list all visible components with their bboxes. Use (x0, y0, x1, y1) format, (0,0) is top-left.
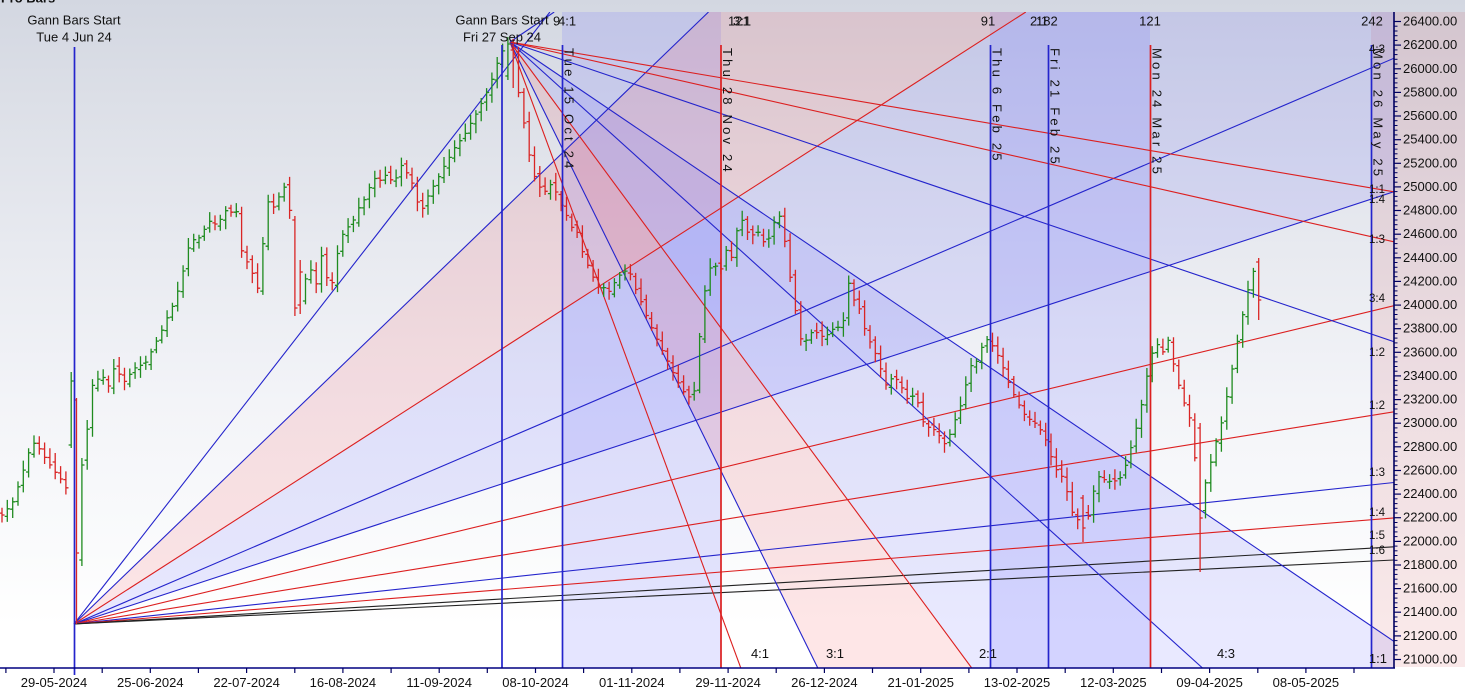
svg-text:24000.00: 24000.00 (1403, 297, 1457, 312)
svg-text:26200.00: 26200.00 (1403, 37, 1457, 52)
svg-text:22800.00: 22800.00 (1403, 439, 1457, 454)
svg-text:121: 121 (1139, 14, 1161, 29)
svg-text:26-12-2024: 26-12-2024 (791, 675, 858, 690)
svg-text:Fri 21 Feb 25: Fri 21 Feb 25 (1048, 48, 1063, 167)
svg-text:22000.00: 22000.00 (1403, 533, 1457, 548)
svg-text:29-05-2024: 29-05-2024 (21, 675, 88, 690)
svg-text:1:4: 1:4 (1369, 507, 1386, 519)
svg-text:Mon 26 May 25: Mon 26 May 25 (1371, 48, 1386, 179)
svg-text:21200.00: 21200.00 (1403, 628, 1457, 643)
svg-text:25800.00: 25800.00 (1403, 84, 1457, 99)
svg-text:1:6: 1:6 (1369, 545, 1385, 557)
svg-text:24600.00: 24600.00 (1403, 226, 1457, 241)
svg-text:4:3: 4:3 (1369, 44, 1385, 56)
svg-text:242: 242 (1361, 14, 1383, 29)
svg-text:24200.00: 24200.00 (1403, 273, 1457, 288)
svg-text:22600.00: 22600.00 (1403, 463, 1457, 478)
svg-text:08-05-2025: 08-05-2025 (1273, 675, 1340, 690)
svg-text:2:1: 2:1 (1030, 14, 1048, 29)
svg-text:16-08-2024: 16-08-2024 (310, 675, 377, 690)
svg-text:01-11-2024: 01-11-2024 (599, 675, 665, 690)
svg-text:29-11-2024: 29-11-2024 (695, 675, 761, 690)
svg-text:Gann Bars Start: Gann Bars Start (27, 13, 121, 28)
svg-text:4:3: 4:3 (1217, 646, 1235, 661)
svg-text:121: 121 (728, 14, 750, 29)
svg-text:26400.00: 26400.00 (1403, 14, 1457, 29)
svg-text:21400.00: 21400.00 (1403, 604, 1457, 619)
svg-text:9: 9 (553, 14, 560, 29)
svg-text:25200.00: 25200.00 (1403, 155, 1457, 170)
svg-text:25400.00: 25400.00 (1403, 132, 1457, 147)
svg-text:1:1: 1:1 (1369, 651, 1387, 666)
svg-text:1:1: 1:1 (1369, 184, 1385, 196)
svg-text:Mon 24 Mar 25: Mon 24 Mar 25 (1150, 48, 1165, 177)
svg-text:Thu 28 Nov 24: Thu 28 Nov 24 (720, 48, 735, 175)
svg-text:3:4: 3:4 (1369, 293, 1386, 305)
svg-text:1:3: 1:3 (1369, 234, 1385, 246)
svg-text:2:1: 2:1 (979, 646, 997, 661)
svg-text:3:1: 3:1 (826, 646, 844, 661)
svg-text:24800.00: 24800.00 (1403, 203, 1457, 218)
svg-text:Tue 4 Jun 24: Tue 4 Jun 24 (36, 30, 111, 45)
svg-text:23800.00: 23800.00 (1403, 321, 1457, 336)
svg-text:23400.00: 23400.00 (1403, 368, 1457, 383)
svg-text:21000.00: 21000.00 (1403, 652, 1457, 667)
svg-text:24400.00: 24400.00 (1403, 250, 1457, 265)
svg-text:1:5: 1:5 (1369, 530, 1385, 542)
svg-text:12-03-2025: 12-03-2025 (1080, 675, 1147, 690)
svg-text:1:2: 1:2 (1369, 400, 1385, 412)
svg-text:21600.00: 21600.00 (1403, 581, 1457, 596)
svg-text:22200.00: 22200.00 (1403, 510, 1457, 525)
svg-text:1:4: 1:4 (1369, 194, 1386, 206)
svg-text:4:1: 4:1 (751, 646, 769, 661)
svg-text:25-06-2024: 25-06-2024 (117, 675, 184, 690)
svg-text:Fri 27 Sep 24: Fri 27 Sep 24 (463, 30, 541, 45)
svg-text:26000.00: 26000.00 (1403, 61, 1457, 76)
svg-text:22-07-2024: 22-07-2024 (213, 675, 280, 690)
svg-text:13-02-2025: 13-02-2025 (984, 675, 1051, 690)
svg-text:Pro Bars: Pro Bars (1, 0, 55, 6)
svg-text:3:1: 3:1 (733, 14, 751, 29)
svg-text:08-10-2024: 08-10-2024 (502, 675, 569, 690)
svg-text:21-01-2025: 21-01-2025 (887, 675, 954, 690)
svg-text:23200.00: 23200.00 (1403, 392, 1457, 407)
svg-text:4:1: 4:1 (558, 14, 576, 29)
svg-text:Tue 15 Oct 24: Tue 15 Oct 24 (562, 48, 577, 172)
svg-text:25600.00: 25600.00 (1403, 108, 1457, 123)
svg-text:11-09-2024: 11-09-2024 (406, 675, 472, 690)
svg-text:182: 182 (1036, 14, 1058, 29)
svg-text:25000.00: 25000.00 (1403, 179, 1457, 194)
svg-text:22400.00: 22400.00 (1403, 486, 1457, 501)
svg-text:1:2: 1:2 (1369, 347, 1385, 359)
svg-text:09-04-2025: 09-04-2025 (1176, 675, 1243, 690)
svg-text:23600.00: 23600.00 (1403, 344, 1457, 359)
svg-text:21800.00: 21800.00 (1403, 557, 1457, 572)
svg-text:1:3: 1:3 (1369, 467, 1385, 479)
svg-text:Gann Bars Start: Gann Bars Start (455, 13, 549, 28)
svg-text:Thu 6 Feb 25: Thu 6 Feb 25 (990, 48, 1005, 164)
svg-text:91: 91 (981, 14, 995, 29)
svg-text:23000.00: 23000.00 (1403, 415, 1457, 430)
